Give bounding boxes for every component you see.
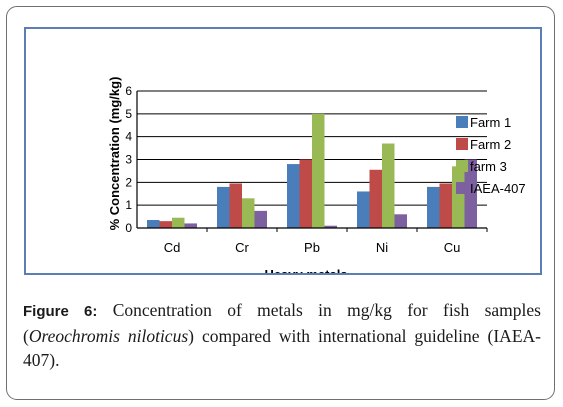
bar-farm-3-cd	[172, 217, 185, 228]
bar-farm-2-cr	[229, 183, 242, 228]
bar-iaea-407-cu	[464, 159, 477, 228]
y-tick-label: 4	[125, 130, 132, 144]
axes	[136, 91, 488, 232]
bar-iaea-407-pb	[324, 225, 337, 228]
x-axis-title: Heavy metals	[264, 267, 347, 273]
bar-farm-1-ni	[357, 191, 370, 228]
bar-farm-1-cu	[427, 186, 440, 228]
y-tick-label: 3	[125, 153, 132, 167]
bar-farm-2-cu	[439, 183, 452, 228]
bar-farm-3-cu	[452, 166, 465, 228]
y-axis-title: % Concentration (mg/kg)	[107, 77, 122, 231]
legend: Farm 1 Farm 2 farm 3 IAEA-407	[456, 115, 526, 196]
x-tick-label: Cd	[164, 240, 181, 255]
bar-farm-2-cd	[159, 221, 172, 228]
bars	[147, 113, 477, 228]
bar-farm-1-cd	[147, 220, 160, 228]
chart-container: 0 1 2 3 4 5 6 Cd Cr Pb Ni Cu % Concentration (mg/kg)…	[24, 27, 542, 275]
x-tick-label: Cr	[235, 240, 249, 255]
legend-label: Farm 2	[470, 137, 511, 152]
y-tick-label: 2	[125, 175, 132, 189]
axis-labels: 0 1 2 3 4 5 6 Cd Cr Pb Ni Cu % Concentration (mg/kg)…	[107, 77, 460, 273]
y-tick-label: 1	[125, 198, 132, 212]
bar-farm-3-ni	[382, 143, 395, 228]
bar-iaea-407-cd	[184, 223, 197, 228]
x-tick-label: Ni	[376, 240, 388, 255]
bar-chart: 0 1 2 3 4 5 6 Cd Cr Pb Ni Cu % Concentration (mg/kg)…	[107, 77, 526, 273]
legend-swatch	[456, 116, 468, 128]
y-tick-label: 6	[125, 84, 132, 98]
legend-swatch	[456, 138, 468, 150]
caption-species: Oreochromis niloticus	[28, 326, 189, 346]
x-tick-label: Pb	[304, 240, 320, 255]
legend-label: farm 3	[470, 159, 507, 174]
y-tick-label: 0	[125, 221, 132, 235]
legend-label: Farm 1	[470, 115, 511, 130]
bar-farm-1-cr	[217, 186, 230, 228]
bar-farm-3-pb	[312, 113, 325, 228]
bar-farm-2-ni	[369, 169, 382, 228]
bar-farm-2-pb	[299, 159, 312, 228]
bar-iaea-407-cr	[254, 210, 267, 228]
legend-swatch	[456, 160, 468, 172]
caption-text-1: Concentration of metals in mg/kg for fis…	[23, 300, 541, 346]
bar-farm-3-cr	[242, 198, 255, 228]
x-tick-label: Cu	[444, 240, 461, 255]
legend-swatch	[456, 182, 468, 194]
caption-text-2: ) compared with international guideline …	[23, 326, 541, 370]
bar-farm-1-pb	[287, 164, 300, 228]
y-tick-label: 5	[125, 107, 132, 121]
legend-label: IAEA-407	[470, 181, 526, 196]
bar-iaea-407-ni	[394, 214, 407, 228]
caption-label: Figure 6:	[23, 303, 98, 320]
figure-caption: Figure 6: Concentration of metals in mg/…	[23, 298, 541, 372]
